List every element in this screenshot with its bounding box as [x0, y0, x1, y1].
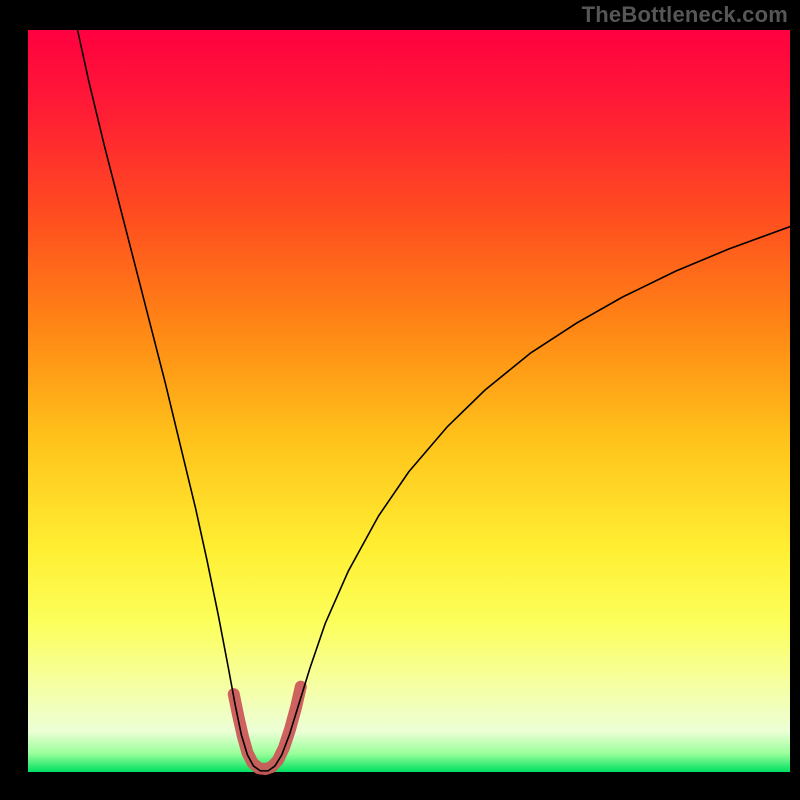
chart-frame: TheBottleneck.com	[0, 0, 800, 800]
curve-layer	[28, 30, 790, 772]
watermark-text: TheBottleneck.com	[582, 2, 788, 28]
gradient-background	[28, 30, 790, 772]
plot-area	[28, 30, 790, 772]
